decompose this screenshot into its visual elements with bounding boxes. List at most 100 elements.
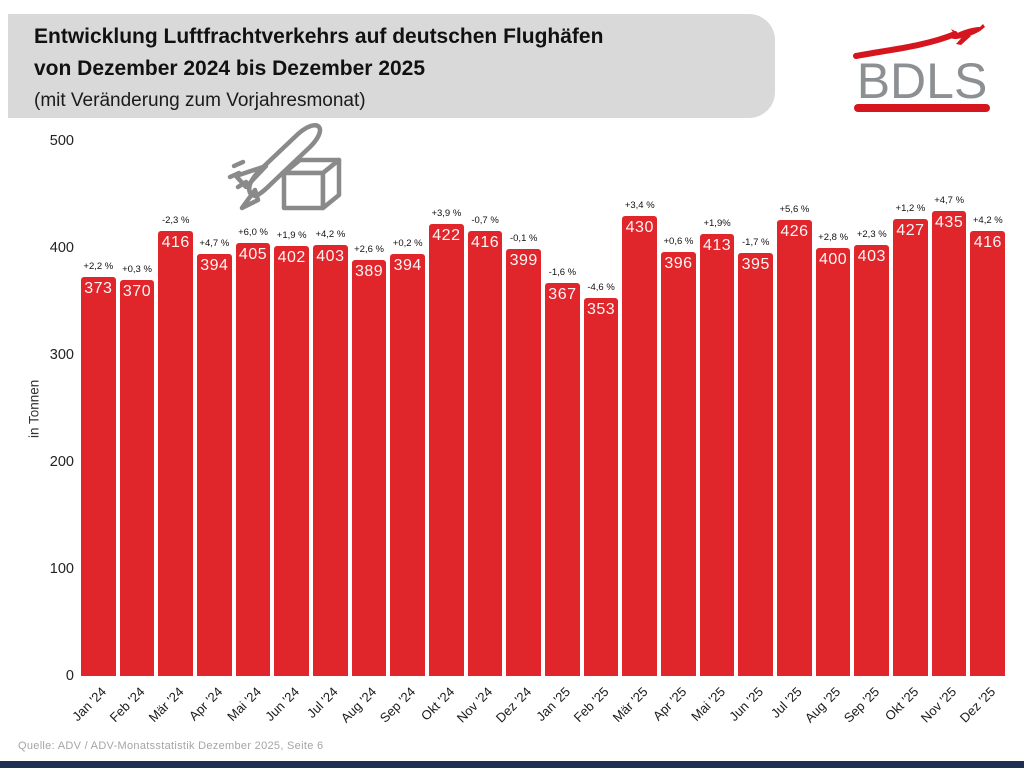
- bar-change-label: -1,6 %: [548, 267, 577, 279]
- chart-subtitle: (mit Veränderung zum Vorjahresmonat): [34, 90, 366, 111]
- bar-change-label: +2,8 %: [818, 232, 849, 243]
- x-axis-tick-label: Feb '25: [570, 684, 612, 725]
- bar-change-label: +3,9 %: [431, 208, 462, 220]
- x-axis-tick-label: Apr '24: [185, 684, 225, 724]
- x-axis-tick-label: Mär '24: [145, 684, 187, 725]
- bar-column: 395 -1,7 % Jun '25: [726, 141, 775, 724]
- bar: 399 -0,1 %: [506, 233, 542, 676]
- x-axis-tick-label: Jul '24: [304, 684, 341, 721]
- bar-change-label: +0,3 %: [122, 264, 152, 276]
- bar-column: 427 +1,2 % Okt '25: [882, 141, 930, 723]
- bar-value-label: 396: [664, 255, 693, 273]
- bar: 395 -1,7 %: [738, 237, 774, 676]
- x-axis-tick-label: Jul '25: [768, 684, 806, 721]
- x-axis-tick-label: Nov '25: [918, 684, 960, 726]
- bar-change-label: +0,6 %: [663, 236, 694, 248]
- x-axis-tick-label: Jan '24: [68, 684, 109, 724]
- bar-column: 389 +2,6 % Aug '24: [338, 141, 389, 725]
- bar-change-label: +2,3 %: [856, 228, 887, 240]
- bar-column: 422 +3,9 % Okt '24: [418, 141, 466, 723]
- bar-change-label: +3,4 %: [624, 199, 655, 211]
- y-axis-tick-label: 0: [65, 668, 74, 684]
- bar-column: 370 +0,3 % Feb '24: [107, 141, 157, 725]
- bar-change-label: +5,6 %: [779, 204, 810, 216]
- bar-change-label: +1,9%: [703, 218, 731, 230]
- bar: 367 -1,6 %: [545, 267, 580, 676]
- x-axis-tick-label: Jan '25: [533, 684, 574, 724]
- bar-value-label: 435: [935, 213, 964, 231]
- bar-change-label: +2,2 %: [83, 260, 114, 272]
- bar-column: 400 +2,8 % Aug '25: [802, 141, 853, 725]
- bar-value-label: 402: [277, 248, 306, 266]
- x-axis-tick-label: Jun '24: [262, 684, 303, 724]
- bar-value-label: 399: [509, 252, 538, 270]
- title-band: Entwicklung Luftfrachtverkehrs auf deuts…: [8, 14, 775, 118]
- x-axis-tick-label: Jun '25: [726, 684, 767, 724]
- x-axis-tick-label: Mai '24: [223, 684, 264, 724]
- bar-change-label: -0,7 %: [471, 214, 499, 226]
- bar-value-label: 416: [973, 233, 1002, 251]
- bdls-logo: BDLS: [852, 20, 992, 116]
- bar-column: 353 -4,6 % Feb '25: [571, 141, 621, 725]
- bar: 427 +1,2 %: [893, 203, 928, 676]
- bar: 394 +0,2 %: [390, 238, 426, 676]
- bar-value-label: 403: [316, 247, 345, 265]
- x-axis-tick-label: Okt '24: [417, 684, 457, 724]
- bar: 435 +4,7 %: [931, 195, 967, 676]
- x-axis-tick-label: Dez '24: [492, 684, 535, 726]
- bar-column: 394 +4,7 % Apr '24: [186, 141, 234, 723]
- bar-column: 416 -2,3 % Mär '24: [145, 141, 195, 725]
- logo-airplane-swoosh-icon: [853, 24, 985, 59]
- bar-column: 402 +1,9 % Jun '24: [262, 141, 311, 724]
- x-axis-tick-label: Apr '25: [649, 684, 690, 724]
- bar-value-label: 430: [625, 218, 654, 236]
- bar-change-label: -2,3 %: [161, 214, 190, 226]
- plane-package-icon: [227, 123, 342, 211]
- bar-value-label: 416: [470, 233, 500, 251]
- bar-value-label: 413: [702, 237, 732, 255]
- bar-change-label: +4,2 %: [972, 214, 1003, 226]
- logo-underline: [854, 104, 990, 112]
- bar-column: 403 +4,2 % Jul '24: [304, 141, 350, 721]
- x-axis-tick-label: Sep '24: [376, 684, 419, 726]
- bar: 394 +4,7 %: [197, 238, 232, 676]
- plot-area: 373 +2,2 % Jan '24 370 +0,3 % Feb '24 416 -2,3 …: [69, 141, 1007, 725]
- bar-value-label: 427: [896, 222, 925, 240]
- bar-value-label: 405: [238, 245, 268, 263]
- footer-bar: [0, 761, 1024, 768]
- bar: 413 +1,9%: [699, 218, 735, 676]
- bar: 389 +2,6 %: [351, 244, 387, 676]
- x-axis-tick-label: Aug '25: [802, 684, 844, 726]
- bar-change-label: +6,0 %: [238, 226, 268, 238]
- bar-column: 430 +3,4 % Mär '25: [609, 141, 659, 725]
- bar-change-label: -1,7 %: [742, 237, 770, 249]
- bar-value-label: 353: [586, 301, 616, 319]
- bar-change-label: +4,2 %: [315, 228, 346, 240]
- bar: 422 +3,9 %: [429, 208, 464, 676]
- bar-change-label: -4,6 %: [587, 282, 615, 294]
- bar-column: 394 +0,2 % Sep '24: [377, 141, 427, 725]
- bar-column: 373 +2,2 % Jan '24: [69, 141, 118, 724]
- bar: 426 +5,6 %: [777, 204, 812, 676]
- bar-value-label: 422: [432, 227, 461, 245]
- bar: 353 -4,6 %: [583, 282, 619, 676]
- bar-column: 435 +4,7 % Nov '25: [918, 141, 969, 725]
- source-note: Quelle: ADV / ADV-Monatsstatistik Dezemb…: [18, 740, 324, 752]
- bar-column: 416 -0,7 % Nov '24: [454, 141, 505, 725]
- bar: 403 +2,3 %: [854, 229, 890, 676]
- bar: 416 -2,3 %: [158, 215, 194, 676]
- y-axis-tick-label: 300: [49, 347, 74, 363]
- bar-value-label: 400: [819, 251, 848, 268]
- x-axis-tick-label: Nov '24: [454, 684, 496, 726]
- logo-text: BDLS: [856, 53, 988, 109]
- bar-value-label: 370: [122, 283, 152, 301]
- x-axis-tick-label: Aug '24: [338, 684, 380, 726]
- bar: 403 +4,2 %: [313, 229, 348, 676]
- bar: 402 +1,9 %: [274, 230, 310, 676]
- bar-change-label: -0,1 %: [509, 233, 538, 245]
- bar-value-label: 416: [161, 233, 190, 251]
- bar-column: 403 +2,3 % Sep '25: [841, 141, 891, 725]
- bar-change-label: +4,7 %: [199, 238, 230, 250]
- y-axis-tick-label: 100: [49, 561, 74, 577]
- bar-change-label: +0,2 %: [392, 238, 423, 250]
